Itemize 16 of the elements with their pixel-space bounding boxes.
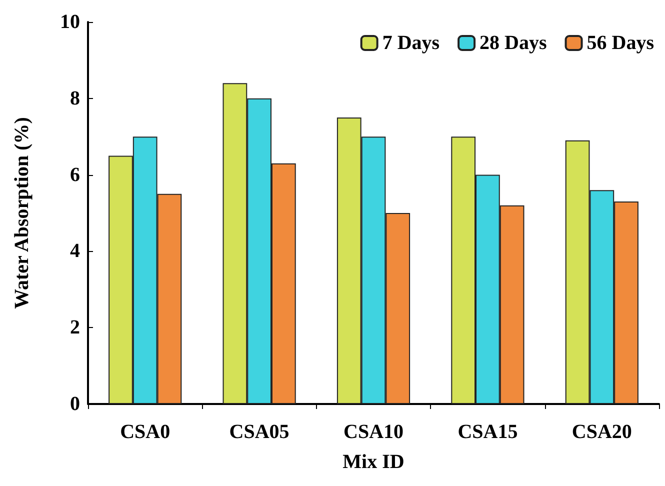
x-tick-label: CSA05 bbox=[229, 421, 290, 443]
y-tick-label: 2 bbox=[70, 316, 80, 339]
legend-label: 28 Days bbox=[480, 32, 547, 54]
x-tick-label: CSA0 bbox=[120, 421, 170, 443]
x-axis-title: Mix ID bbox=[342, 451, 404, 473]
y-tick-label: 4 bbox=[70, 240, 80, 262]
y-tick-label: 8 bbox=[70, 87, 80, 110]
legend-label: 7 Days bbox=[382, 32, 440, 54]
y-axis-title: Water Absorption (%) bbox=[11, 117, 33, 309]
y-tick-label: 6 bbox=[70, 164, 80, 186]
y-tick-label: 10 bbox=[60, 11, 80, 33]
legend-label: 56 Days bbox=[586, 32, 654, 54]
x-tick-label: CSA15 bbox=[458, 421, 518, 443]
x-tick-label: CSA10 bbox=[343, 421, 404, 443]
x-tick-label: CSA20 bbox=[572, 421, 632, 443]
y-tick-label: 0 bbox=[70, 393, 80, 415]
